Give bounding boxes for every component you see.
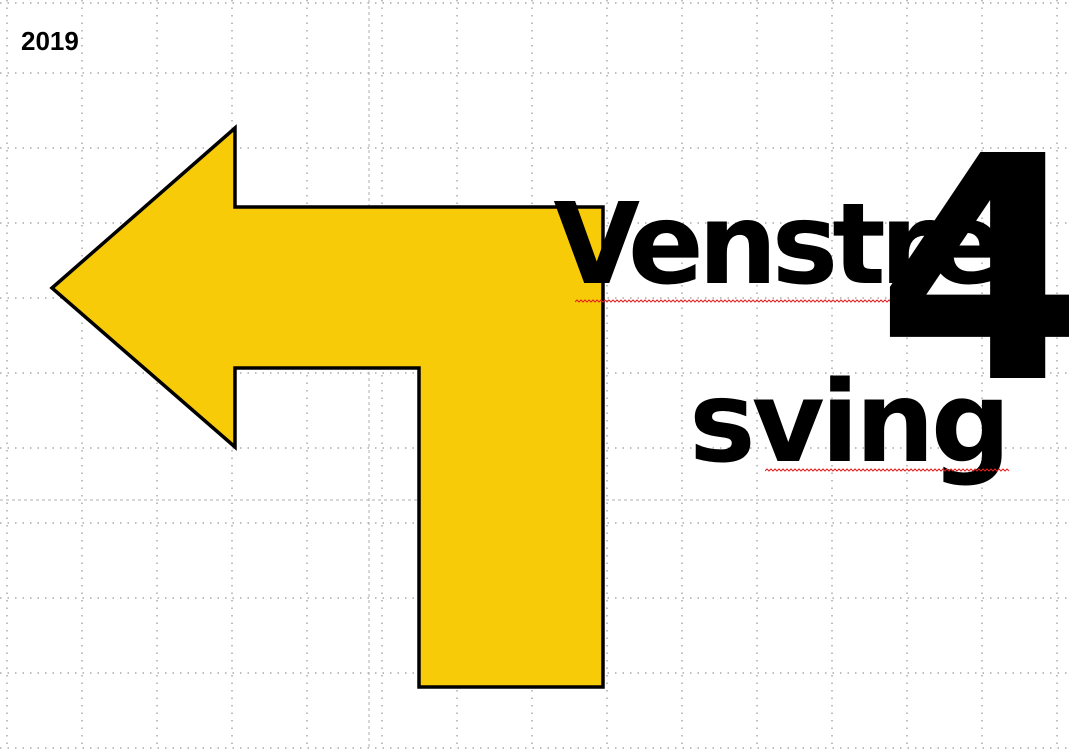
slide-number[interactable]: 4 [876,91,1069,452]
left-turn-arrow-shape[interactable] [49,124,605,689]
spellcheck-underline-2 [764,459,1010,472]
title-line-2[interactable]: sving [689,358,1011,488]
spellcheck-underline-1 [574,290,996,303]
title-line-1[interactable]: Venstre [553,180,1005,310]
year-label: 2019 [21,26,79,56]
